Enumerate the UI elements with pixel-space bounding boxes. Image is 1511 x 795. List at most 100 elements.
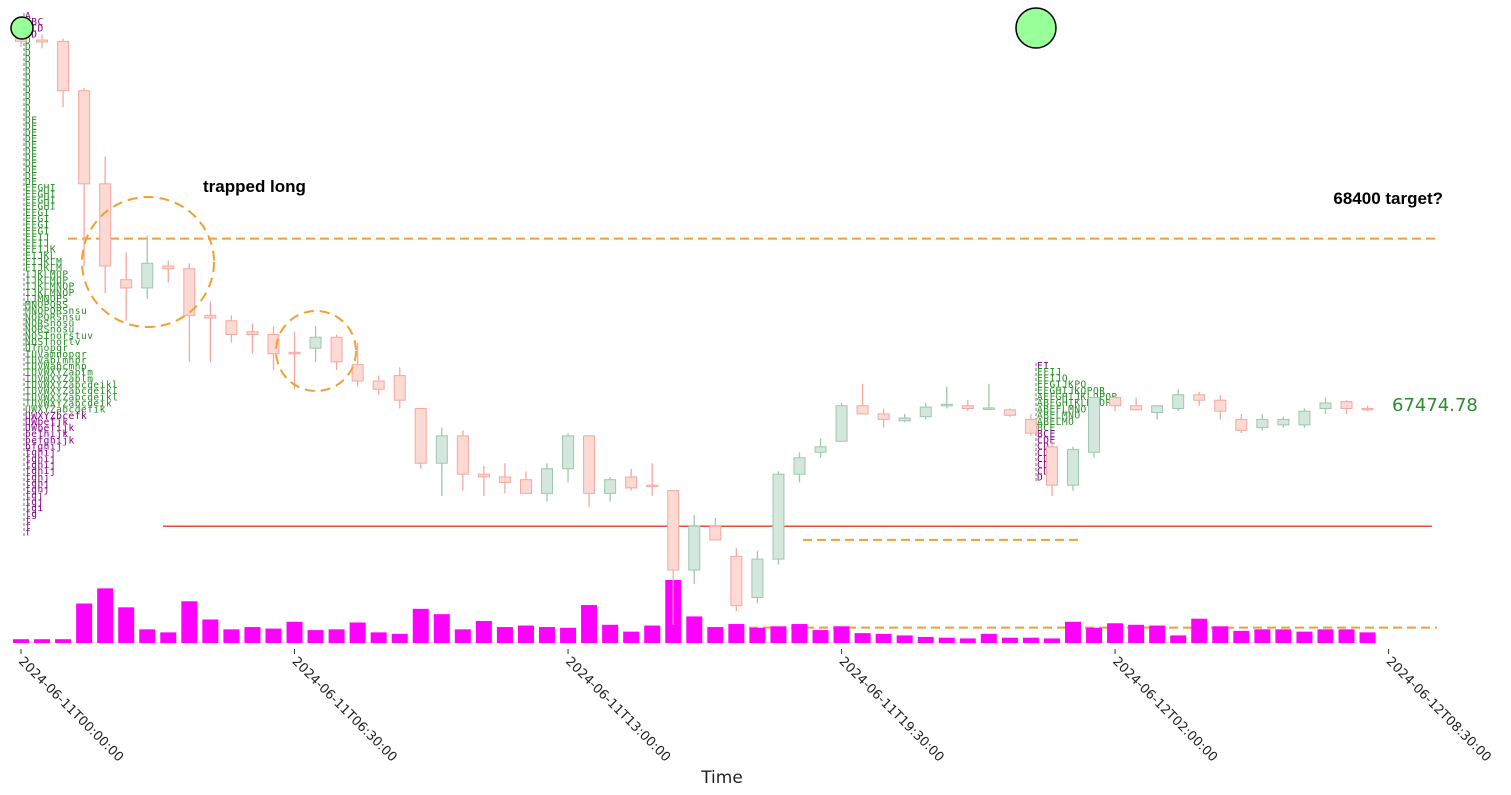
candle-body [1193, 394, 1206, 401]
volume-bar [1338, 629, 1355, 643]
candle-body [225, 320, 238, 336]
candle [225, 315, 238, 343]
candle [1003, 408, 1016, 417]
candle-body [730, 555, 743, 607]
tpo-row: D [25, 85, 31, 96]
candle-body [435, 435, 448, 464]
tpo-row: NQSTnorstuv [25, 331, 93, 342]
candle [898, 413, 911, 423]
candle [120, 252, 133, 321]
tpo-row: IJKLMNOP [25, 288, 75, 299]
tpo-row: UWbefijk [25, 423, 75, 434]
tpo-row: UWXYZabcdefik [25, 405, 106, 416]
tpo-row: EFIJ [25, 239, 50, 250]
candle [477, 465, 490, 497]
candle-body [309, 336, 322, 349]
tpo-row: IJKLMNOP [25, 282, 75, 293]
volume-bar [1212, 626, 1229, 643]
tpo-row: ABELMO [1037, 417, 1074, 428]
volume-bar [707, 627, 724, 643]
volume-bar [265, 628, 282, 643]
tpo-row: FIJKLM [25, 257, 62, 268]
x-axis-title: Time [700, 768, 743, 788]
candle [604, 476, 617, 502]
volume-bar [896, 635, 913, 643]
volume-bar [980, 633, 997, 643]
candle-body [604, 479, 617, 494]
candle-body [1277, 418, 1290, 426]
candle-body [1256, 418, 1269, 429]
volume-bar [728, 624, 745, 643]
candle-body [1151, 405, 1164, 414]
volume-bar [959, 638, 976, 643]
level-lines [68, 237, 1437, 629]
volume-bar [1317, 629, 1334, 643]
volume-bar [833, 626, 850, 643]
volume-bar [13, 639, 29, 643]
volume-bar [1149, 625, 1166, 643]
volume-bar [76, 603, 93, 643]
volume-bar [812, 630, 829, 643]
candle-body [1045, 446, 1058, 486]
tpo-row: fghj [25, 485, 50, 496]
trapped-long-circle [81, 196, 215, 328]
tpo-row: EFGHI [25, 196, 56, 207]
volume-bar [475, 620, 492, 643]
volume-bar [1043, 638, 1060, 643]
candle-body [456, 435, 469, 475]
volume-bar [1128, 624, 1145, 643]
tpo-row: EI [1037, 361, 1049, 372]
candle-body [583, 435, 596, 494]
tpo-profile-right: EIEFIJEFIJQEFGIJKPQEFGHIJKOPQRAEFGHIJKLO… [1035, 361, 1117, 484]
marker-small [10, 16, 34, 40]
volume-bar [496, 627, 513, 643]
tpo-row: BCE [1037, 423, 1056, 434]
tpo-row: D [1037, 473, 1043, 484]
tpo-row: QTnopqr [25, 343, 69, 354]
tpo-row: DE [25, 159, 37, 170]
volume-bar [1296, 631, 1313, 643]
candle-body [78, 90, 91, 185]
candle [1151, 405, 1164, 420]
candle-body [1361, 407, 1374, 411]
candle-body [204, 314, 217, 319]
tpo-row: fghij [25, 454, 56, 465]
tpo-row: BCD [25, 23, 44, 34]
tpo-row: UWXYZbcefk [25, 411, 87, 422]
x-tick-label: 2024-06-11T13:00:00 [562, 654, 673, 765]
tpo-row: D [25, 109, 31, 120]
tpo-row: DE [25, 128, 37, 139]
tpo-row: fghij [25, 460, 56, 471]
candle [1109, 394, 1122, 412]
volume-bar [1170, 635, 1187, 643]
candle-body [99, 183, 112, 267]
annotation-target: 68400 target? [1333, 189, 1443, 208]
candle [1067, 446, 1079, 491]
candle [688, 515, 701, 584]
candle-body [898, 417, 911, 422]
tpo-row: TUVWXYZablm [25, 374, 93, 385]
tpo-row: DE [25, 134, 37, 145]
tpo-row: CD [1037, 442, 1049, 453]
candle [330, 334, 343, 371]
candle [961, 400, 974, 412]
tpo-row: fghj [25, 472, 50, 483]
tpo-row: EFIJQ [1037, 373, 1068, 384]
tpo-row: IJMNOPS [25, 294, 69, 305]
volume-bar [623, 631, 640, 643]
tpo-row: fgj [25, 497, 44, 508]
candle [1214, 394, 1227, 420]
x-tick-label: 2024-06-11T00:00:00 [15, 654, 126, 765]
tpo-row: CD [1037, 448, 1049, 459]
tpo-row: D [25, 42, 31, 53]
candle [1045, 441, 1058, 497]
candle [372, 375, 385, 395]
tpo-row: fg [25, 509, 37, 520]
volume-bar [244, 627, 261, 643]
candle-body [1214, 399, 1227, 412]
tpo-row: D [25, 103, 31, 114]
tpo-row: f [25, 515, 31, 526]
candle-body [1172, 394, 1185, 409]
tpo-row: ABEFLMNO [1037, 404, 1087, 415]
candle-body [1340, 401, 1353, 409]
